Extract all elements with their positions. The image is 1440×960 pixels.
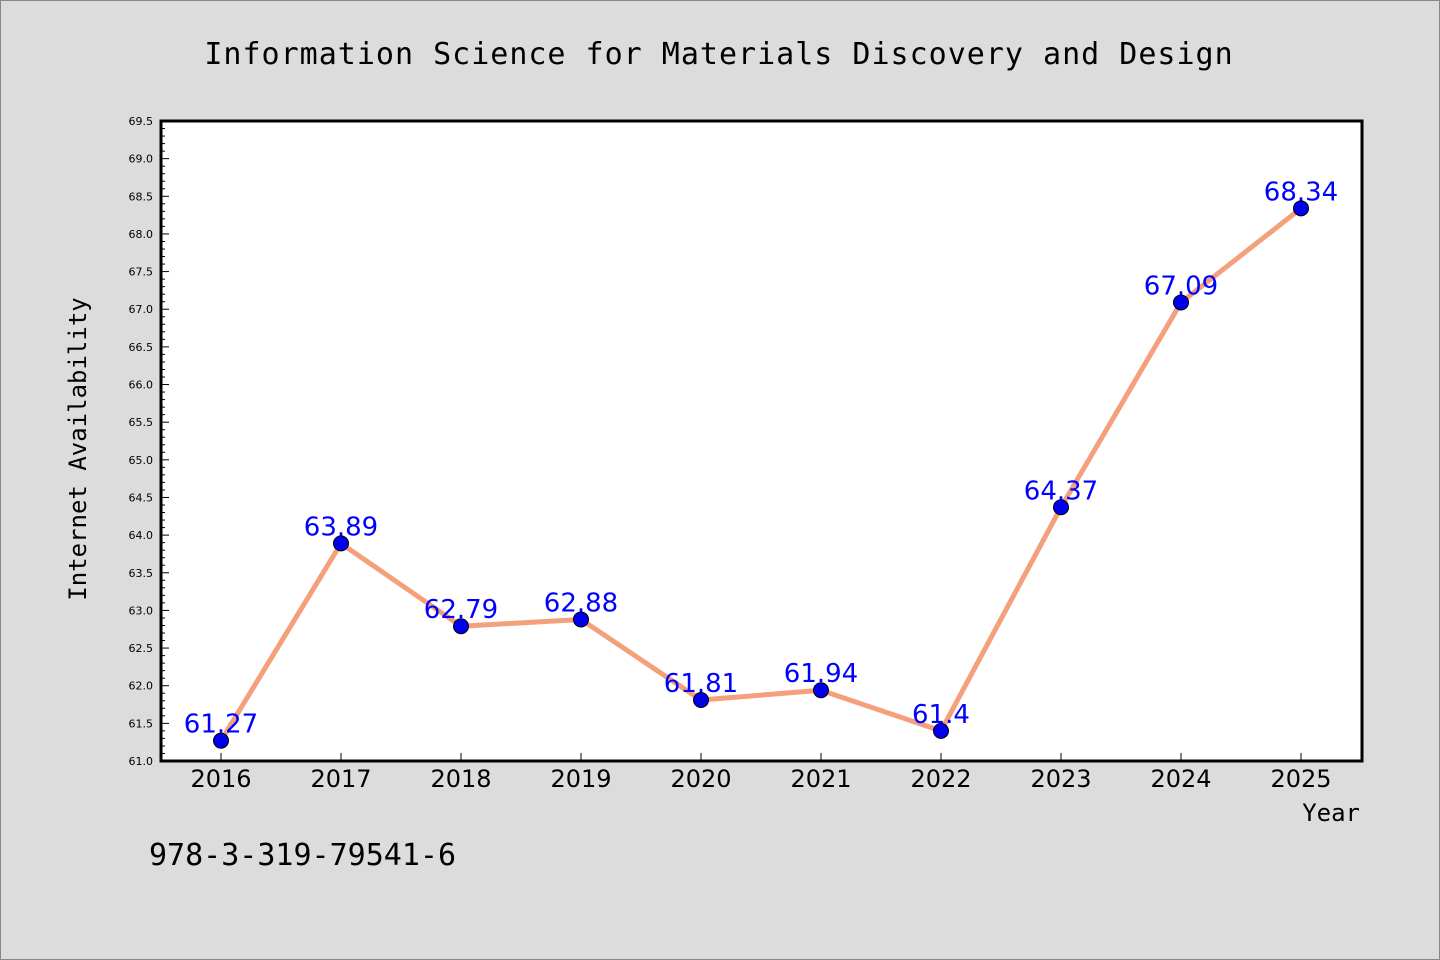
x-tick-label: 2025 bbox=[1270, 765, 1331, 793]
x-tick-label: 2021 bbox=[790, 765, 851, 793]
y-axis-label: Internet Availability bbox=[64, 297, 92, 600]
x-tick-label: 2017 bbox=[310, 765, 371, 793]
data-point bbox=[933, 722, 949, 739]
series-markers bbox=[213, 200, 1309, 749]
y-tick-label: 64.0 bbox=[129, 529, 154, 542]
y-tick-label: 66.5 bbox=[129, 341, 154, 354]
y-tick-label: 61.5 bbox=[129, 717, 154, 730]
data-point bbox=[813, 682, 829, 699]
plot-area bbox=[159, 119, 1364, 763]
y-tick-label: 67.0 bbox=[129, 303, 154, 316]
data-point bbox=[333, 535, 349, 552]
data-point bbox=[693, 692, 709, 709]
data-label: 63.89 bbox=[304, 512, 378, 542]
x-tick-label: 2016 bbox=[190, 765, 251, 793]
x-tick-label: 2020 bbox=[670, 765, 731, 793]
x-axis: 2016 2017 2018 2019 2020 2021 2022 2023 2024 2025 bbox=[190, 753, 1332, 793]
chart-title: Information Science for Materials Discov… bbox=[204, 37, 1233, 72]
data-labels: 61.27 63.89 62.79 62.88 61.81 61.94 61.4 64.37 6… bbox=[184, 177, 1338, 739]
y-tick-label: 65.0 bbox=[129, 454, 154, 467]
data-point bbox=[1293, 200, 1309, 217]
x-axis-label: Year bbox=[1302, 799, 1360, 827]
y-tick-label: 62.5 bbox=[129, 642, 154, 655]
data-point bbox=[1053, 499, 1069, 516]
y-tick-label: 66.0 bbox=[129, 379, 154, 392]
y-tick-label: 68.5 bbox=[129, 190, 154, 203]
data-label: 61.81 bbox=[664, 669, 738, 699]
data-point bbox=[453, 618, 469, 635]
x-tick-label: 2024 bbox=[1150, 765, 1211, 793]
x-tick-label: 2018 bbox=[430, 765, 491, 793]
data-point bbox=[573, 611, 589, 628]
y-tick-label: 63.5 bbox=[129, 567, 154, 580]
y-axis: 61.0 61.5 62.0 62.5 63.0 63.5 64.0 64.5 65.0 65.5… bbox=[129, 115, 169, 768]
y-tick-label: 67.5 bbox=[129, 266, 154, 279]
y-tick-label: 63.0 bbox=[129, 604, 154, 617]
y-tick-label: 68.0 bbox=[129, 228, 154, 241]
isbn-text: 978-3-319-79541-6 bbox=[149, 838, 456, 873]
y-tick-label: 69.0 bbox=[129, 153, 154, 166]
data-label: 61.94 bbox=[784, 659, 858, 689]
y-tick-label: 61.0 bbox=[129, 755, 154, 768]
data-label: 64.37 bbox=[1024, 476, 1098, 506]
data-point bbox=[1173, 294, 1189, 311]
y-tick-label: 69.5 bbox=[129, 115, 154, 128]
y-tick-label: 64.5 bbox=[129, 491, 154, 504]
data-label: 62.79 bbox=[424, 595, 498, 625]
x-tick-label: 2022 bbox=[910, 765, 971, 793]
data-label: 62.88 bbox=[544, 588, 618, 618]
y-tick-label: 62.0 bbox=[129, 680, 154, 693]
data-point bbox=[213, 732, 229, 749]
data-label: 68.34 bbox=[1264, 177, 1338, 207]
data-label: 61.27 bbox=[184, 710, 258, 740]
data-label: 67.09 bbox=[1144, 271, 1218, 301]
x-tick-label: 2023 bbox=[1030, 765, 1091, 793]
series-line bbox=[218, 206, 1303, 742]
y-tick-label: 65.5 bbox=[129, 416, 154, 429]
x-tick-label: 2019 bbox=[550, 765, 611, 793]
data-label: 61.4 bbox=[912, 700, 970, 730]
